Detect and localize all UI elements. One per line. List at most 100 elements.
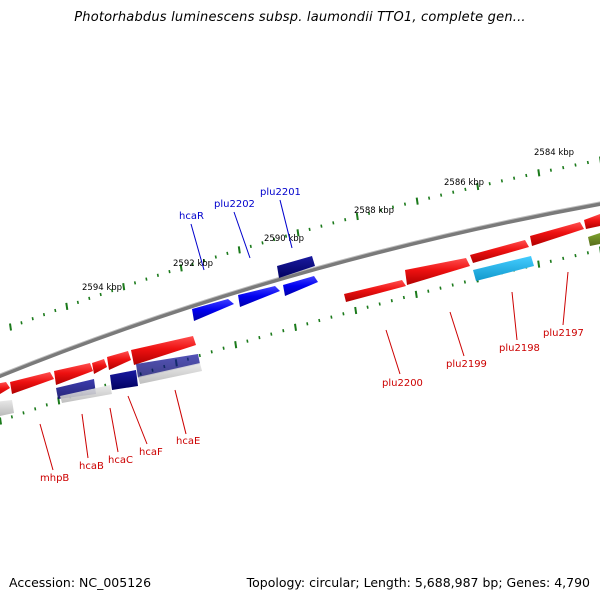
scale-tick xyxy=(537,260,541,268)
scale-tick xyxy=(54,308,57,313)
scale-tick xyxy=(391,205,395,209)
scale-tick xyxy=(415,197,419,205)
gene-label-mhpB[interactable]: mhpB xyxy=(40,473,69,484)
scale-tick xyxy=(500,179,503,183)
scale-tick xyxy=(440,193,443,197)
gene-label-plu2199[interactable]: plu2199 xyxy=(446,359,487,370)
scale-tick xyxy=(488,182,491,186)
scale-tick xyxy=(42,312,46,317)
gene-arrow[interactable] xyxy=(588,233,600,246)
gene-arrow[interactable] xyxy=(277,256,315,278)
scale-tick xyxy=(574,163,577,167)
scale-tick xyxy=(549,259,552,263)
gene-arrow[interactable] xyxy=(107,351,131,370)
scale-tick xyxy=(439,286,442,290)
scale-tick xyxy=(65,302,69,311)
gene-label-hcaR[interactable]: hcaR xyxy=(179,211,204,222)
gene-label-plu2198[interactable]: plu2198 xyxy=(499,343,540,354)
scale-tick xyxy=(562,256,565,261)
scale-tick xyxy=(45,403,48,407)
scale-tick xyxy=(179,264,183,272)
gene-arrow[interactable] xyxy=(0,400,14,417)
scale-tick xyxy=(133,281,137,285)
gene-arrow[interactable] xyxy=(0,382,10,397)
scale-tick xyxy=(258,335,261,340)
scale-tick xyxy=(586,160,589,165)
gene-arrow[interactable] xyxy=(584,214,600,229)
scale-tick xyxy=(168,269,171,274)
map-title: Photorhabdus luminescens subsp. laumondi… xyxy=(74,10,526,25)
scale-label: 2590 kbp xyxy=(264,234,304,244)
gene-arrow[interactable] xyxy=(54,363,93,385)
gene-arrow[interactable] xyxy=(10,372,54,394)
forward-genes xyxy=(344,214,600,302)
gene-label-plu2200[interactable]: plu2200 xyxy=(382,378,423,389)
scale-tick xyxy=(99,292,102,297)
scale-tick xyxy=(88,296,91,301)
gene-label-hcaF[interactable]: hcaF xyxy=(139,447,163,458)
scale-tick xyxy=(537,169,541,177)
gene-arrow[interactable] xyxy=(131,336,196,365)
scale-label: 2588 kbp xyxy=(354,206,394,216)
scale-tick xyxy=(403,202,407,206)
scale-tick xyxy=(270,332,273,336)
gene-arrow[interactable] xyxy=(92,359,107,374)
scale-tick xyxy=(476,182,480,191)
gene-arrow[interactable] xyxy=(405,258,470,285)
scale-tick xyxy=(203,258,206,263)
scale-tick xyxy=(355,212,359,221)
gene-arrow[interactable] xyxy=(110,370,138,390)
scale-tick xyxy=(525,173,528,178)
scale-tick xyxy=(354,306,358,315)
gene-arrow[interactable] xyxy=(344,280,406,302)
gene-label-hcaB[interactable]: hcaB xyxy=(79,461,104,472)
scale-tick xyxy=(306,322,309,326)
scale-tick xyxy=(31,317,34,321)
scale-tick xyxy=(145,277,148,281)
gene-label-plu2202[interactable]: plu2202 xyxy=(214,199,255,210)
gene-arrow[interactable] xyxy=(470,240,529,263)
scale-tick xyxy=(122,283,126,291)
gene-arrow[interactable] xyxy=(192,299,234,321)
label-leaders xyxy=(39,199,569,471)
scale-tick xyxy=(9,323,12,331)
scale-tick xyxy=(562,165,565,170)
scale-tick xyxy=(111,288,114,293)
scale-tick xyxy=(191,262,194,266)
genome-backbone xyxy=(0,201,600,379)
scale-tick xyxy=(367,211,371,215)
scale-tick xyxy=(261,241,264,245)
gene-arrow[interactable] xyxy=(530,222,584,246)
gene-arrow[interactable] xyxy=(238,286,280,307)
gene-arrow[interactable] xyxy=(283,276,318,296)
gene-label-plu2197[interactable]: plu2197 xyxy=(543,328,584,339)
gene-label-hcaE[interactable]: hcaE xyxy=(176,436,200,447)
scale-tick xyxy=(513,176,516,180)
scale-tick xyxy=(0,417,2,425)
scale-tick xyxy=(428,196,431,200)
scale-label: 2592 kbp xyxy=(173,259,213,269)
gene-arrow[interactable] xyxy=(473,256,534,281)
scale-tick xyxy=(249,244,252,249)
accession-label: Accession: NC_005126 xyxy=(9,575,152,590)
scale-tick xyxy=(234,341,238,349)
scale-tick xyxy=(464,187,467,192)
scale-tick xyxy=(574,253,577,258)
scale-tick xyxy=(226,251,229,256)
scale-tick xyxy=(402,295,405,300)
scale-tick xyxy=(318,318,321,323)
scale-tick xyxy=(451,283,454,287)
forward-genes-lower xyxy=(0,336,202,417)
scale-tick xyxy=(222,346,225,350)
scale-tick xyxy=(34,407,37,411)
gene-label-hcaC[interactable]: hcaC xyxy=(108,455,133,466)
scale-tick xyxy=(282,329,285,333)
scale-tick xyxy=(22,411,25,415)
gene-label-plu2201[interactable]: plu2201 xyxy=(260,187,301,198)
gene-arrow[interactable] xyxy=(136,354,200,378)
scale-tick xyxy=(273,237,276,242)
gene-arrow[interactable] xyxy=(138,363,202,384)
scale-tick xyxy=(20,321,23,325)
gene-arrow[interactable] xyxy=(60,385,112,403)
